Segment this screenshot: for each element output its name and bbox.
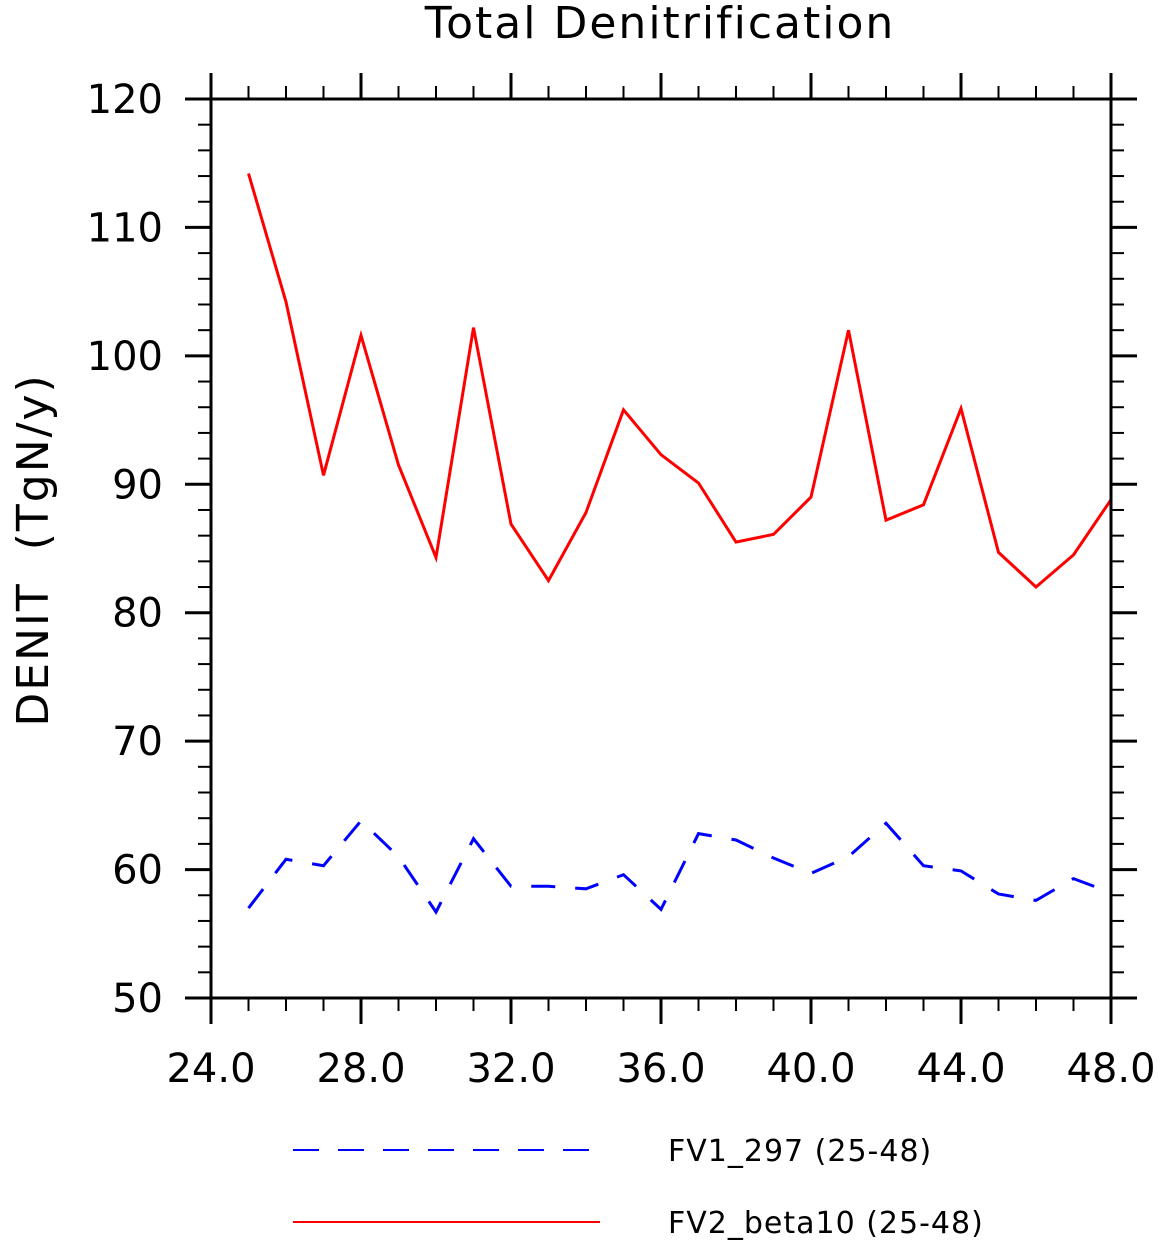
- x-tick-label: 32.0: [466, 1046, 555, 1092]
- plot-frame: [209, 97, 1113, 1000]
- y-tick-labels: 50 60 70 80 90 100 110 120: [87, 77, 163, 1022]
- x-tick-label: 44.0: [916, 1046, 1005, 1092]
- series-line: [247, 173, 1113, 590]
- x-tick-label: 40.0: [766, 1046, 855, 1092]
- y-axis-label: DENIT (TgN/y): [8, 373, 59, 726]
- axis-ticks: [185, 73, 1137, 1024]
- y-tick-label: 80: [112, 591, 163, 637]
- x-tick-label: 28.0: [316, 1046, 405, 1092]
- y-tick-label: 120: [87, 77, 163, 123]
- y-tick-label: 110: [87, 205, 163, 251]
- y-tick-label: 50: [112, 976, 163, 1022]
- legend-label: FV2_beta10 (25-48): [668, 1206, 984, 1241]
- y-tick-label: 70: [112, 719, 163, 765]
- legend: FV1_297 (25-48) FV2_beta10 (25-48): [293, 1134, 984, 1241]
- y-tick-label: 60: [112, 848, 163, 894]
- x-tick-label: 24.0: [166, 1046, 255, 1092]
- y-tick-label: 100: [87, 334, 163, 380]
- x-tick-labels: 24.0 28.0 32.0 36.0 40.0 44.0 48.0: [166, 1046, 1155, 1092]
- chart-title: Total Denitrification: [424, 0, 896, 49]
- x-tick-label: 36.0: [616, 1046, 705, 1092]
- x-tick-label: 48.0: [1066, 1046, 1155, 1092]
- y-tick-label: 90: [112, 462, 163, 508]
- legend-label: FV1_297 (25-48): [668, 1134, 932, 1169]
- series-line: [247, 818, 1112, 915]
- series-lines: [247, 173, 1113, 915]
